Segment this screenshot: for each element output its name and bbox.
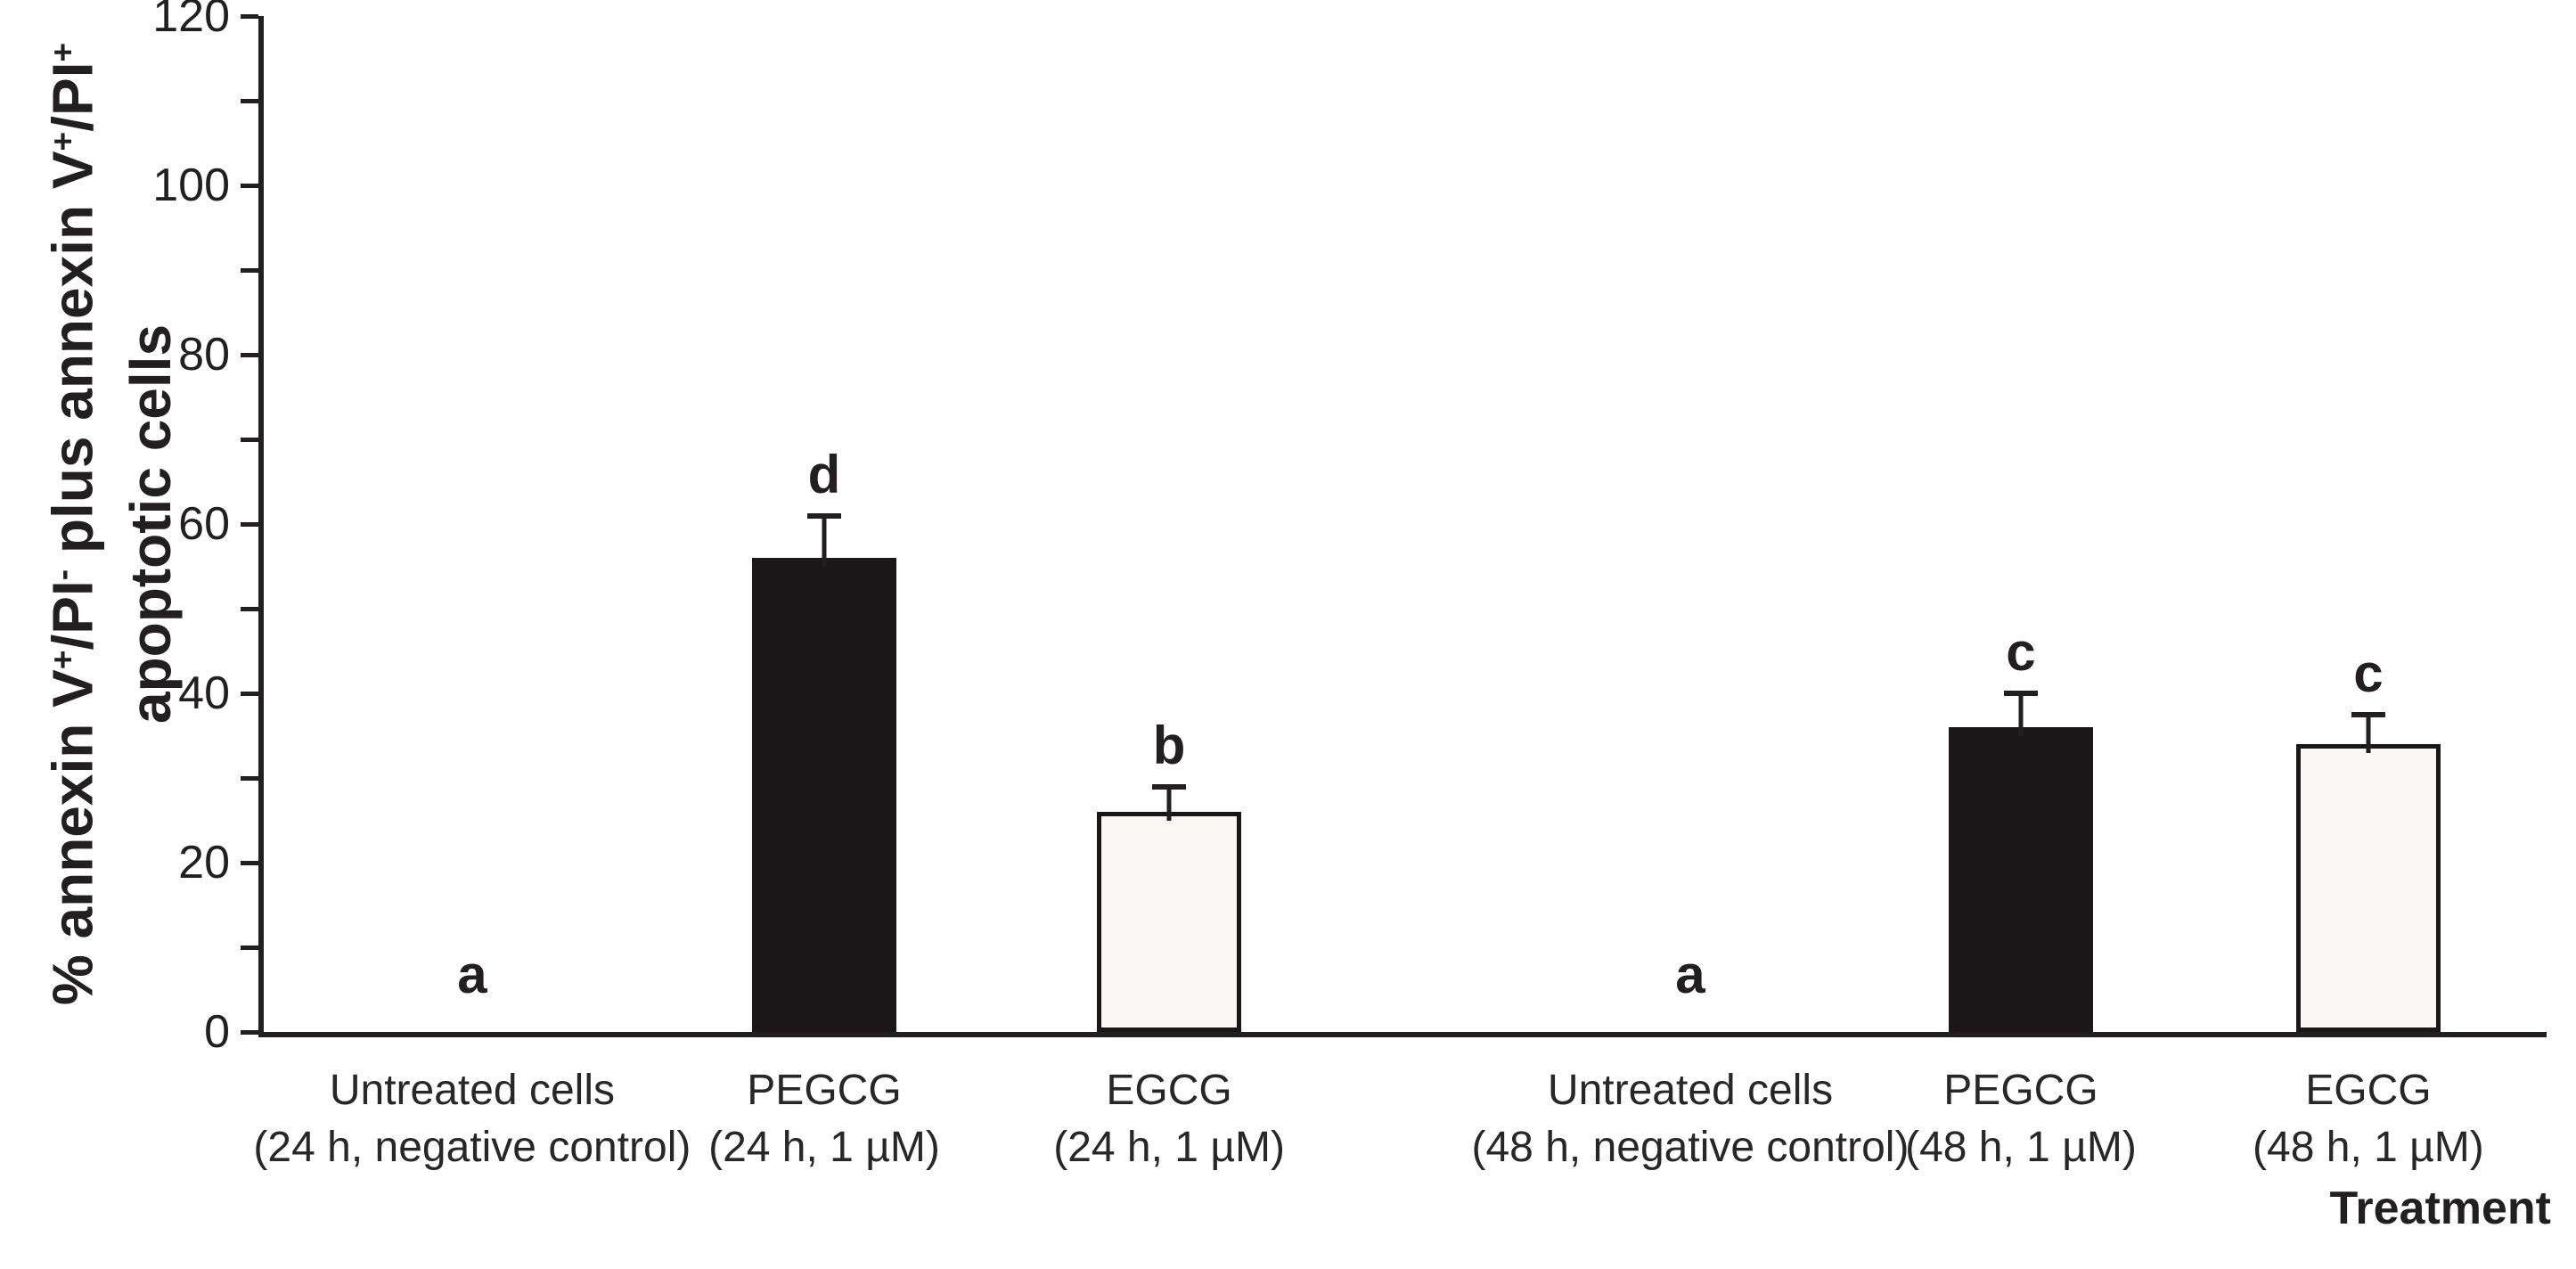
significance-letter: a — [1675, 945, 1705, 1004]
x-label-pegcg-48h: PEGCG (48 h, 1 µM) — [1905, 1067, 2137, 1171]
y-axis-tick-label: 40 — [178, 667, 230, 719]
y-axis-title-text: plus annexin V — [40, 151, 105, 569]
y-axis-tick-label: 80 — [178, 329, 230, 381]
y-axis-tick-label: 0 — [204, 1006, 230, 1058]
y-axis-title-superscript: - — [44, 569, 81, 581]
bar-pegcg-48h — [1948, 727, 2093, 1032]
y-axis-title-text: /PI — [40, 580, 105, 651]
significance-letter: c — [2006, 622, 2036, 682]
error-bar-stem — [2366, 714, 2371, 753]
y-axis-minor-tick — [241, 98, 258, 103]
y-axis-tick-label: 60 — [178, 498, 230, 550]
y-axis-title-superscript: + — [44, 42, 81, 62]
bar-pegcg-24h — [751, 558, 896, 1032]
y-axis-minor-tick — [241, 775, 258, 781]
x-label-untreated-24h: Untreated cells (24 h, negative control) — [253, 1067, 691, 1171]
plot-area: 0 20 40 60 80 100 120 a d b a c — [152, 0, 2547, 1055]
y-axis-tick-label: 20 — [178, 837, 230, 888]
x-label-pegcg-24h: PEGCG (24 h, 1 µM) — [708, 1067, 940, 1171]
bar-group-untreated-24h: a — [400, 16, 544, 1032]
y-axis-major-tick — [241, 13, 258, 19]
error-bar-cap — [2003, 691, 2038, 696]
y-axis-major-tick — [241, 691, 258, 696]
significance-letter: b — [1152, 715, 1186, 775]
error-bar-stem — [1166, 786, 1172, 821]
y-axis-minor-tick — [241, 606, 258, 611]
error-bar-cap — [806, 512, 841, 519]
error-bar-cap — [2351, 711, 2385, 717]
y-axis-major-tick — [241, 352, 258, 357]
x-label-egcg-48h: EGCG (48 h, 1 µM) — [2253, 1067, 2484, 1171]
bar-group-egcg-24h: b — [1097, 16, 1242, 1032]
y-axis-title-superscript: + — [44, 131, 81, 151]
error-bar-stem — [2018, 693, 2024, 736]
y-axis-minor-tick — [241, 437, 258, 442]
bar-group-untreated-48h: a — [1618, 16, 1762, 1032]
y-axis-minor-tick — [241, 945, 258, 950]
y-axis-major-tick — [241, 183, 258, 188]
y-axis-tick-label: 100 — [152, 160, 230, 211]
bar-egcg-48h — [2295, 744, 2441, 1032]
x-label-untreated-48h: Untreated cells (48 h, negative control) — [1471, 1067, 1910, 1171]
y-axis-title-text: /PI — [40, 61, 105, 132]
bar-group-pegcg-24h: d — [751, 16, 896, 1032]
bar-egcg-24h — [1097, 812, 1242, 1032]
bar-group-egcg-48h: c — [2295, 16, 2441, 1032]
bar-group-pegcg-48h: c — [1948, 16, 2093, 1032]
y-axis-title-superscript: + — [44, 650, 81, 670]
significance-letter: a — [457, 945, 487, 1004]
error-bar-cap — [1152, 783, 1187, 790]
x-label-egcg-24h: EGCG (24 h, 1 µM) — [1053, 1067, 1285, 1171]
y-axis-major-tick — [241, 1029, 258, 1035]
x-axis-title: Treatment — [2329, 1183, 2551, 1234]
y-axis-title-text: % annexin V — [40, 669, 105, 1006]
significance-letter: d — [807, 444, 841, 504]
significance-letter: c — [2353, 643, 2384, 703]
y-axis-title-line1: % annexin V+/PI- plus annexin V+/PI+ — [23, 16, 111, 1032]
y-axis-major-tick — [241, 521, 258, 527]
y-axis-tick-label: 120 — [152, 0, 230, 42]
error-bar-stem — [822, 515, 827, 567]
y-axis-minor-tick — [241, 267, 258, 273]
y-axis-major-tick — [241, 860, 258, 865]
